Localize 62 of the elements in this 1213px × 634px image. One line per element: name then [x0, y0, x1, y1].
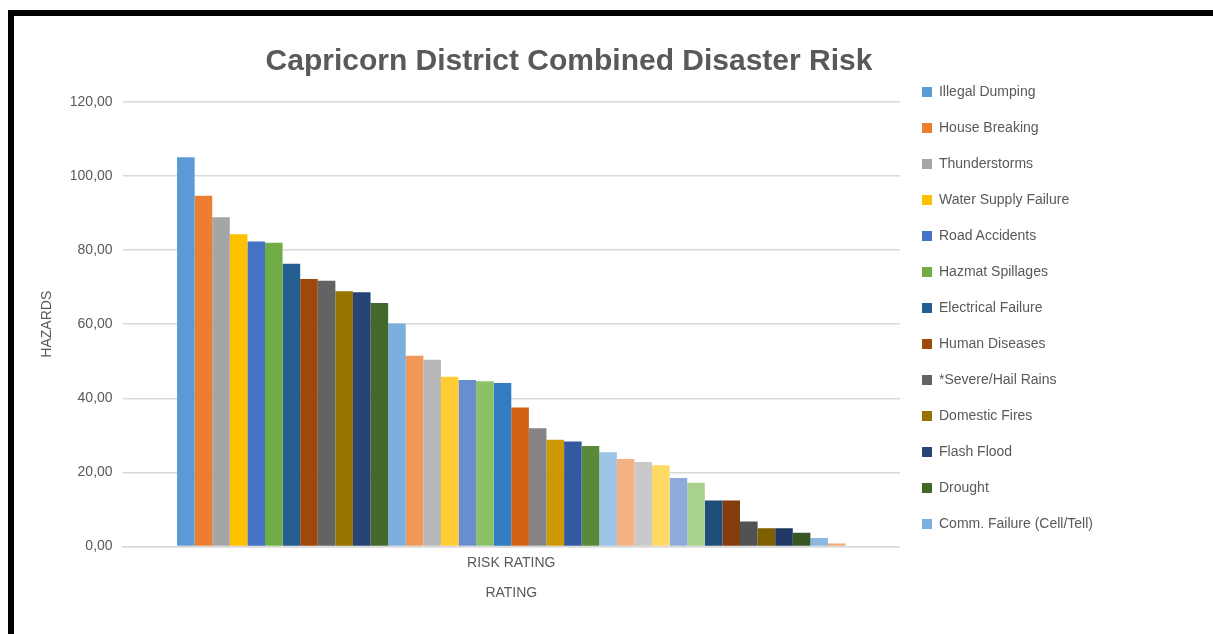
bar	[722, 500, 741, 546]
bar	[687, 482, 705, 546]
legend-label: Hazmat Spillages	[938, 262, 1048, 279]
legend-label: House Breaking	[938, 118, 1039, 135]
bar	[370, 303, 389, 546]
legend-label: Illegal Dumping	[938, 82, 1036, 99]
bar	[581, 446, 600, 546]
y-tick-label: 120,00	[69, 92, 113, 109]
bar	[440, 376, 459, 546]
bar	[405, 355, 424, 546]
bar	[423, 359, 441, 546]
chart-title: Capricorn District Combined Disaster Risk	[265, 43, 873, 77]
legend-label: Drought	[938, 478, 989, 495]
legend-label: Flash Flood	[938, 442, 1013, 459]
bar	[775, 528, 793, 546]
legend-label: Electrical Failure	[938, 298, 1043, 315]
x-axis-title: RATING	[485, 584, 538, 601]
bar	[616, 459, 635, 546]
bar	[528, 428, 547, 546]
bar	[511, 407, 529, 546]
legend-label: *Severe/Hail Rains	[938, 370, 1057, 387]
bar	[546, 439, 565, 546]
legend-label: Comm. Failure (Cell/Tell)	[938, 514, 1094, 531]
bar	[247, 241, 265, 546]
bar	[669, 477, 688, 546]
legend-label: Water Supply Failure	[938, 190, 1070, 207]
bar	[634, 461, 653, 546]
y-axis-title: HAZARDS	[38, 290, 55, 358]
legend-label: Thunderstorms	[938, 154, 1034, 171]
bar	[212, 217, 230, 546]
bar	[704, 500, 723, 546]
y-tick-label: 40,00	[77, 389, 113, 406]
y-tick-label: 60,00	[77, 315, 113, 332]
legend-label: Road Accidents	[938, 226, 1037, 243]
bar	[300, 279, 318, 546]
bar	[652, 465, 670, 546]
bar	[493, 383, 512, 546]
y-tick-label: 0,00	[85, 537, 113, 554]
bar	[564, 441, 582, 546]
bar	[265, 242, 283, 546]
bar	[229, 234, 248, 546]
bar	[458, 380, 477, 546]
bar	[194, 195, 213, 546]
y-tick-label: 80,00	[77, 240, 113, 257]
bar	[792, 532, 811, 546]
bar	[740, 521, 758, 546]
bar	[476, 381, 494, 546]
bar	[388, 323, 406, 546]
y-tick-label: 20,00	[77, 463, 113, 480]
y-tick-label: 100,00	[69, 166, 113, 183]
bar	[317, 280, 336, 546]
legend-label: Human Diseases	[938, 334, 1046, 351]
bar	[352, 292, 371, 546]
bar	[335, 291, 353, 546]
bar	[282, 263, 301, 546]
x-tick-label: RISK RATING	[467, 553, 556, 570]
bar	[757, 528, 776, 546]
bar	[827, 543, 846, 546]
bar	[599, 452, 617, 546]
bar	[177, 157, 195, 546]
bar	[810, 537, 828, 546]
legend-label: Domestic Fires	[938, 406, 1033, 423]
